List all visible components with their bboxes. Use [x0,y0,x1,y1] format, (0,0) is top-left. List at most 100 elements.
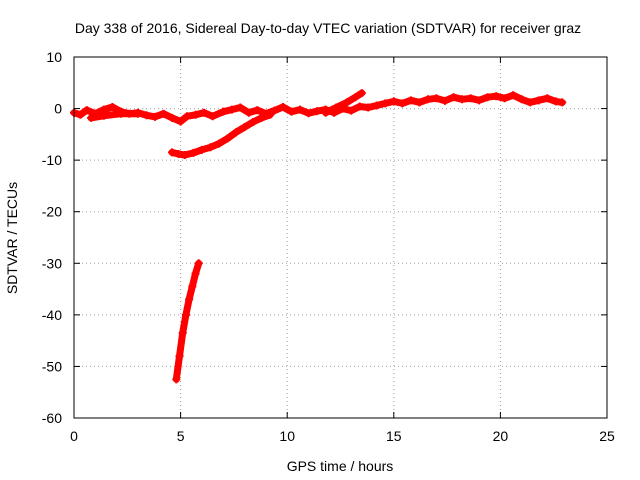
data-point [432,94,441,103]
data-point [253,106,262,115]
data-point [440,96,449,105]
y-tick-label: -30 [42,255,62,271]
x-tick-label: 20 [493,428,509,444]
data-point [159,109,168,118]
data-point [483,93,492,102]
data-point [82,106,91,115]
data-point [389,97,398,106]
x-axis-ticks: 0 5 10 15 20 25 [70,57,615,444]
series-main [70,91,567,126]
data-point [191,269,200,278]
data-point [178,328,187,337]
data-point [133,109,142,118]
x-tick-label: 15 [386,428,402,444]
data-point [295,105,304,114]
x-axis-label: GPS time / hours [287,458,394,474]
data-point [492,92,501,101]
series-branch-mid [87,109,142,122]
data-point [172,375,181,384]
data-point [423,95,432,104]
data-point [332,103,341,112]
data-point [142,111,151,120]
data-point [517,95,526,104]
data-point [357,89,366,98]
data-point [236,103,245,112]
data-point [188,282,197,291]
y-tick-label: -20 [42,204,62,220]
data-point [200,108,209,117]
data-point [249,117,258,126]
data-point [266,110,275,119]
data-point [364,103,373,112]
data-point [278,103,287,112]
grid-lines [74,57,607,418]
series-line [87,110,142,122]
data-point [181,310,190,319]
data-point [500,94,509,103]
data-point [466,94,475,103]
y-tick-label: -50 [42,358,62,374]
data-point [509,91,518,100]
data-point [168,148,177,157]
x-tick-label: 10 [279,428,295,444]
data-point [227,105,236,114]
data-point [458,95,467,104]
series-layer [70,89,567,384]
data-point [342,98,351,107]
y-tick-label: 0 [54,101,62,117]
plot-frame [73,56,608,419]
series-branch-up [321,89,366,117]
y-axis-ticks: 10 0 -10 -20 -30 -40 -50 -60 [42,49,607,426]
data-point [176,117,185,126]
data-point [244,108,253,117]
y-tick-label: -40 [42,307,62,323]
data-point [381,99,390,108]
data-point [197,145,206,154]
data-point [321,108,330,117]
data-point [108,103,117,112]
data-point [189,148,198,157]
data-point [415,98,424,107]
data-point [232,128,241,137]
series-branch-low [168,110,275,159]
data-point [206,143,215,152]
data-point [223,134,232,143]
data-point [526,98,535,107]
data-point [313,107,322,116]
data-point [191,110,200,119]
data-point [351,93,360,102]
data-point [182,112,191,121]
data-point [543,94,552,103]
y-axis-label: SDTVAR / TECUs [4,182,20,294]
x-tick-label: 5 [177,428,185,444]
data-point [219,107,228,116]
data-point [551,97,560,106]
data-point [208,112,217,121]
data-point [372,101,381,110]
data-point [304,109,313,118]
data-point [180,150,189,159]
series-line [172,259,203,383]
data-point [287,107,296,116]
data-point [151,112,160,121]
data-point [99,111,108,120]
data-point [76,110,85,119]
data-point [185,295,194,304]
data-point [240,123,249,132]
data-point [257,113,266,122]
data-point [214,139,223,148]
data-point [168,113,177,122]
data-point [558,98,567,107]
y-tick-label: 10 [46,49,62,65]
y-tick-label: -60 [42,410,62,426]
data-point [534,96,543,105]
data-point [87,113,96,122]
y-tick-label: -10 [42,152,62,168]
data-point [175,352,184,361]
data-point [347,106,356,115]
data-point [475,96,484,105]
x-tick-label: 25 [599,428,615,444]
data-point [194,259,203,268]
data-point [174,149,183,158]
